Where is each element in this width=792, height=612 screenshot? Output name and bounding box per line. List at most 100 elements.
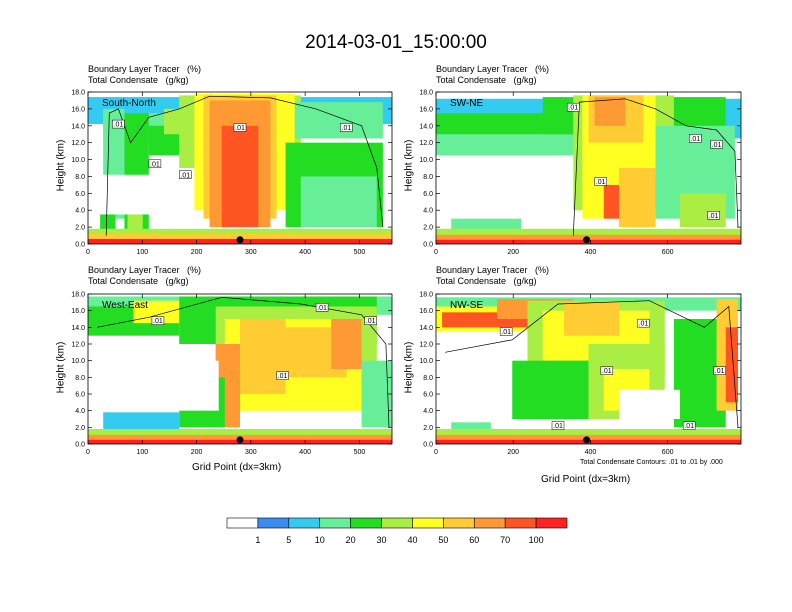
x-tick-label: 400 xyxy=(585,449,597,456)
heatmap-cell xyxy=(725,327,738,403)
y-tick-label: 8.0 xyxy=(75,174,85,181)
y-tick-label: 16.0 xyxy=(71,308,85,315)
colorbar-swatch xyxy=(381,517,413,529)
colorbar: 1 5 10 20 30 40 50 60 70 100 xyxy=(226,517,568,545)
contour-label: .01 xyxy=(153,318,163,325)
colorbar-label: 20 xyxy=(346,535,356,545)
y-tick-label: 12.0 xyxy=(71,342,85,349)
y-tick-label: 10.0 xyxy=(71,157,85,164)
x-tick-label: 500 xyxy=(354,449,366,456)
panel-label-bottom-right: Boundary Layer Tracer (%) Total Condensat… xyxy=(436,265,549,287)
y-tick-label: 12.0 xyxy=(419,140,433,147)
contour-label: .01 xyxy=(501,329,511,336)
heatmap-cell xyxy=(103,412,180,434)
heatmap-cell xyxy=(619,389,680,419)
y-tick-label: 2.0 xyxy=(75,425,85,432)
heatmap-cell xyxy=(680,193,726,228)
contour-label: .01 xyxy=(690,136,700,143)
y-tick-label: 6.0 xyxy=(423,392,433,399)
contour-label: .01 xyxy=(317,305,327,312)
location-marker xyxy=(583,236,591,244)
contour-label: .01 xyxy=(639,321,649,328)
x-tick-label: 200 xyxy=(507,249,519,256)
y-tick-label: 12.0 xyxy=(71,140,85,147)
y-tick-label: 2.0 xyxy=(423,225,433,232)
y-tick-label: 0.0 xyxy=(75,242,85,249)
contour-label-box xyxy=(233,123,247,132)
x-tick-label: 300 xyxy=(245,249,257,256)
heatmap-field: .01 .01 .01 .01 .01 xyxy=(88,92,392,244)
contour-label-box xyxy=(637,318,650,328)
contour-label-box xyxy=(340,123,353,132)
heatmap-field: .01 .01 .01 .01 xyxy=(88,294,392,444)
location-marker xyxy=(583,436,591,444)
contour-line xyxy=(97,296,390,428)
heatmap-cell xyxy=(300,176,377,228)
colorbar-label: 60 xyxy=(469,535,479,545)
y-tick-label: 0.0 xyxy=(423,442,433,449)
plot-frame xyxy=(87,293,393,445)
contour-label-box xyxy=(710,140,723,149)
colorbar-label: 70 xyxy=(500,535,510,545)
contour-label-box xyxy=(148,159,162,169)
y-tick-label: 4.0 xyxy=(75,208,85,215)
contour-label-box xyxy=(551,421,565,430)
contour-note: Total Condensate Contours: .01 to .01 by… xyxy=(580,459,723,466)
y-tick-label: 4.0 xyxy=(423,408,433,415)
x-tick-label: 400 xyxy=(585,249,597,256)
contour-label-box xyxy=(112,119,125,129)
contour-label: .01 xyxy=(712,142,722,149)
figure-title: 2014-03-01_15:00:00 xyxy=(305,32,487,53)
colorbar-swatch xyxy=(226,517,259,529)
chart-panel-bottom-right: .01 .01 .01 .01 .01 .01 NW-SE 0.0 2.0 4.0 6.0 8.0 10… xyxy=(419,292,742,456)
colorbar-swatch xyxy=(319,517,351,529)
contour-label: .01 xyxy=(366,318,376,325)
y-tick-label: 18.0 xyxy=(71,90,85,97)
heatmap-field: .01 .01 .01 .01 .01 xyxy=(436,92,741,244)
y-tick-label: 18.0 xyxy=(71,292,85,299)
colorbar-swatch xyxy=(443,517,475,529)
contour-label-box xyxy=(713,366,726,375)
y-tick-label: 8.0 xyxy=(423,375,433,382)
y-tick-label: 0.0 xyxy=(423,242,433,249)
heatmap-cell xyxy=(164,210,189,232)
x-tick-label: 200 xyxy=(507,449,519,456)
x-tick-label: 0 xyxy=(86,249,90,256)
contour-label: .01 xyxy=(715,368,725,375)
plot-frame xyxy=(87,91,393,245)
y-tick-label: 16.0 xyxy=(71,106,85,113)
y-tick-label: 8.0 xyxy=(423,174,433,181)
heatmap-cell xyxy=(436,113,574,135)
colorbar-label: 100 xyxy=(529,535,544,545)
x-tick-label: 500 xyxy=(354,249,366,256)
x-tick-label: 400 xyxy=(299,449,311,456)
heatmap-field: .01 .01 .01 .01 .01 .01 xyxy=(436,294,741,444)
y-tick-label: 10.0 xyxy=(71,358,85,365)
colorbar-label: 5 xyxy=(286,535,291,545)
location-marker xyxy=(236,236,244,244)
y-tick-label: 2.0 xyxy=(423,425,433,432)
contour-label: .01 xyxy=(342,125,352,132)
contour-label: .01 xyxy=(235,125,245,132)
colorbar-swatch xyxy=(288,517,321,529)
contour-label: .01 xyxy=(602,368,612,375)
x-tick-label: 600 xyxy=(662,449,674,456)
y-tick-label: 4.0 xyxy=(75,408,85,415)
y-tick-label: 2.0 xyxy=(75,225,85,232)
direction-label: NW-SE xyxy=(450,300,483,311)
contour-label-box xyxy=(594,177,607,186)
chart-panel-top-right: .01 .01 .01 .01 .01 SW-NE 0.0 2.0 4.0 6.0 8.0 10.0 1… xyxy=(419,90,742,256)
contour-label: .01 xyxy=(568,105,578,112)
contour-label: .01 xyxy=(709,213,719,220)
contour-label-box xyxy=(151,316,165,325)
heatmap-cell xyxy=(564,302,619,336)
contour-label-box xyxy=(364,316,377,325)
colorbar-label: 50 xyxy=(438,535,448,545)
contour-label-box xyxy=(600,366,614,375)
plot-frame xyxy=(435,293,742,445)
x-axis-label-bottom-right: Grid Point (dx=3km) xyxy=(541,474,631,485)
contour-line xyxy=(105,95,384,236)
contour-label: .01 xyxy=(150,161,160,168)
contour-label-box xyxy=(689,134,702,143)
direction-label: SW-NE xyxy=(450,98,483,109)
